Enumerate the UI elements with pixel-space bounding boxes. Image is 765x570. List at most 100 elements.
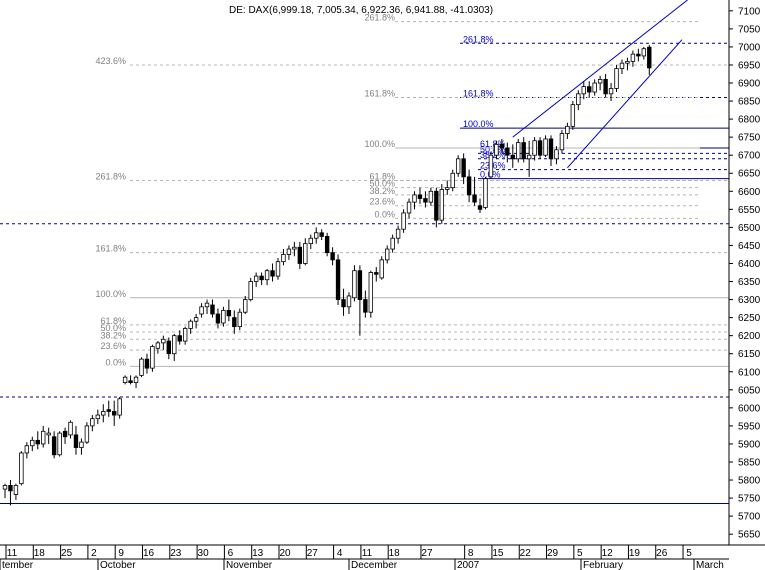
candle-body (139, 358, 144, 376)
candle-body (625, 60, 630, 64)
y-tick-label: 6050 (738, 385, 761, 396)
x-tick-label: 20 (279, 548, 291, 559)
candle-body (292, 246, 297, 250)
y-tick-label: 6350 (738, 277, 761, 288)
candle-body (8, 485, 13, 492)
y-tick-label: 6650 (738, 169, 761, 180)
candle-body (526, 154, 532, 160)
candle-body (161, 338, 166, 344)
candle-body (84, 425, 90, 443)
x-tick-label: 30 (198, 548, 210, 559)
chart-title: DE: DAX(6,999.18, 7,005.34, 6,922.36, 6,… (229, 5, 493, 16)
level-label: 161.8% (95, 244, 126, 254)
candle-body (384, 248, 390, 261)
candle-body (341, 299, 346, 308)
candle-body (647, 46, 652, 69)
month-label: tember (2, 560, 34, 570)
y-tick-label: 6500 (738, 223, 761, 234)
candle-body (521, 142, 526, 160)
candle-body (445, 187, 450, 190)
y-tick-label: 6950 (738, 60, 761, 71)
candle-body (537, 140, 543, 156)
candle-body (368, 272, 374, 313)
y-tick-label: 6800 (738, 115, 761, 126)
y-tick-label: 6250 (738, 313, 761, 324)
candle-body (510, 154, 515, 160)
x-tick-label: 9 (118, 548, 124, 559)
candle-body (314, 232, 319, 239)
candle-body (374, 272, 379, 275)
candle-body (335, 259, 341, 300)
x-tick-label: 13 (252, 548, 264, 559)
candle-body (188, 320, 193, 329)
candle-body (488, 154, 494, 178)
candle-body (357, 270, 363, 300)
candle-body (428, 190, 434, 203)
y-tick-label: 5800 (738, 476, 761, 487)
y-tick-label: 7000 (738, 42, 761, 53)
level-label: 161.8% (364, 88, 395, 98)
candle-body (608, 88, 614, 95)
level-label: 161.8% (463, 88, 494, 98)
y-tick-label: 6750 (738, 133, 761, 144)
candle-body (172, 335, 177, 355)
candle-body (232, 317, 237, 328)
x-tick-label: 5 (686, 548, 692, 559)
candle-body (603, 79, 608, 95)
trendline (512, 0, 688, 138)
candle-body (406, 201, 412, 214)
candle-body (253, 275, 259, 282)
candle-body (363, 299, 368, 313)
x-tick-label: 11 (7, 548, 18, 559)
candle-body (248, 281, 253, 300)
candle-body (483, 178, 488, 208)
candle-body (264, 270, 270, 281)
candle-body (68, 421, 73, 436)
y-tick-label: 6200 (738, 331, 761, 342)
candle-body (412, 194, 417, 203)
candle-body (275, 261, 281, 277)
candle-body (554, 149, 559, 160)
candle-body (346, 295, 352, 308)
level-label: 261.8% (463, 34, 494, 44)
y-axis: 5650 5700 5750 5800 5850 5900 5950 6000 6050 6100… (729, 6, 761, 541)
y-tick-label: 5850 (738, 457, 761, 468)
x-tick-label: 23 (170, 548, 182, 559)
x-tick-label: 29 (547, 548, 559, 559)
candle-body (494, 143, 499, 156)
y-tick-label: 7100 (738, 6, 761, 17)
y-tick-label: 5650 (738, 530, 761, 541)
level-label: 261.8% (364, 13, 395, 23)
y-tick-label: 5700 (738, 512, 761, 523)
candle-body (532, 140, 537, 156)
candle-body (450, 172, 455, 189)
candle-body (166, 340, 171, 355)
level-label: 100.0% (95, 289, 126, 299)
candle-body (614, 68, 619, 89)
x-tick-label: 18 (34, 548, 46, 559)
x-tick-label: 16 (143, 548, 155, 559)
candle-body (133, 376, 139, 383)
candle-body (95, 414, 101, 420)
candle-body (215, 313, 221, 324)
month-label: February (583, 560, 623, 570)
candle-body (128, 380, 133, 383)
x-tick-label: 12 (602, 548, 614, 559)
candle-body (379, 259, 384, 279)
candle-body (101, 411, 106, 416)
level-label: 50.0% (480, 144, 506, 154)
level-label: 100.0% (463, 119, 494, 129)
y-tick-label: 7050 (738, 24, 761, 35)
x-tick-label: 27 (421, 548, 433, 559)
candle-body (193, 317, 199, 322)
candle-body (226, 309, 232, 317)
candle-body (281, 254, 286, 263)
level-label: 38.2% (100, 330, 126, 340)
candle-body (24, 445, 30, 454)
candle-body (641, 48, 647, 57)
candle-body (182, 328, 188, 342)
candle-body (308, 237, 313, 245)
month-label: December (351, 560, 398, 570)
level-label: 38.2% (369, 186, 395, 196)
